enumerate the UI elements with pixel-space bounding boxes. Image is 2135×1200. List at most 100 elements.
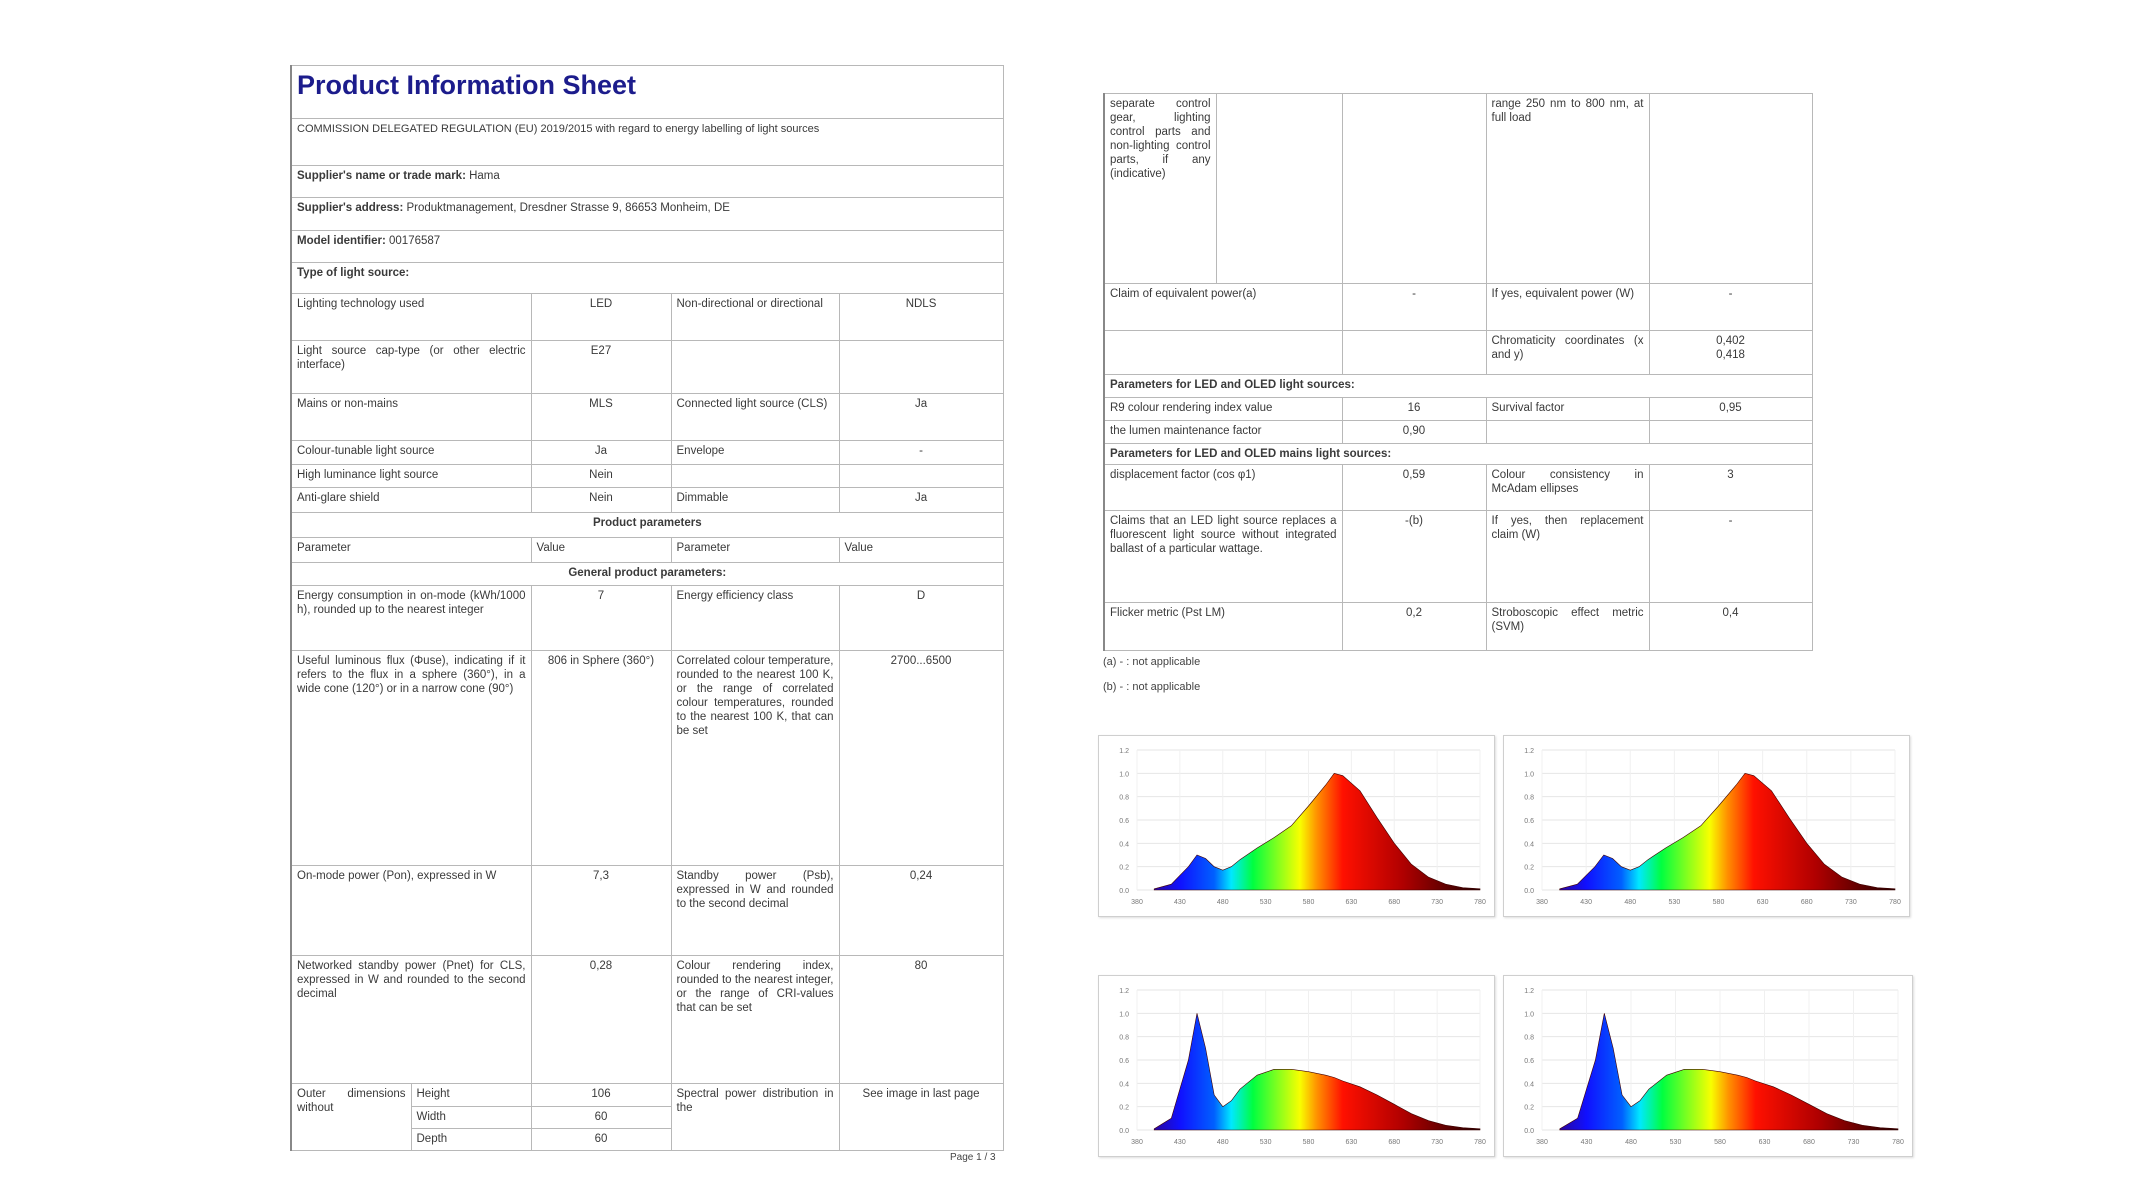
spectrum-chart-3: 0.0 0.2 0.4 0.6 0.8 1.0 1.2 380 430 480 530 580 630 6… bbox=[1098, 975, 1495, 1157]
field-value: Hama bbox=[465, 170, 500, 182]
section-header: Product parameters bbox=[290, 512, 1004, 538]
table-row: Lighting technology used LED Non-direction… bbox=[290, 293, 1004, 341]
table-cell: 0,28 bbox=[530, 955, 672, 1084]
cell-text: LED bbox=[589, 298, 613, 310]
cell-text: Height bbox=[416, 1088, 450, 1100]
table-cell bbox=[838, 340, 1004, 394]
cell-text: Standby power (Psb), expressed in W and … bbox=[676, 870, 834, 910]
x-tick-label: 380 bbox=[1536, 899, 1548, 906]
cell-text: 2700...6500 bbox=[890, 655, 952, 667]
y-tick-label: 0.0 bbox=[1524, 1128, 1534, 1135]
page-title: Product Information Sheet bbox=[290, 65, 1004, 119]
table-row: Product Information Sheet bbox=[290, 65, 1004, 119]
cell-text: range 250 nm to 800 nm, at full load bbox=[1491, 98, 1644, 124]
table-cell: Colour-tunable light source bbox=[290, 440, 532, 465]
cell-text: E27 bbox=[590, 345, 612, 357]
x-tick-label: 430 bbox=[1580, 899, 1592, 906]
y-tick-label: 0.6 bbox=[1119, 1058, 1129, 1065]
table-cell: Ja bbox=[838, 393, 1004, 441]
x-tick-label: 630 bbox=[1346, 1139, 1358, 1146]
table-cell: E27 bbox=[530, 340, 672, 394]
cell-text: Dimmable bbox=[676, 492, 729, 504]
y-tick-label: 1.2 bbox=[1119, 748, 1129, 755]
cell-text: General product parameters: bbox=[568, 567, 727, 579]
table-row: Product parameters bbox=[290, 512, 1004, 538]
table-cell: range 250 nm to 800 nm, at full load bbox=[1485, 93, 1650, 284]
x-tick-label: 780 bbox=[1889, 899, 1901, 906]
table-cell: Parameter bbox=[290, 537, 532, 563]
table-cell: Ja bbox=[838, 487, 1004, 513]
table-cell: - bbox=[1341, 283, 1487, 331]
product-information-table: Product Information Sheet COMMISSION DELE… bbox=[290, 65, 1004, 1151]
table-cell: 80 bbox=[838, 955, 1004, 1084]
x-tick-label: 480 bbox=[1217, 899, 1229, 906]
table-cell: 0,24 bbox=[838, 865, 1004, 956]
table-cell: If yes, then replacement claim (W) bbox=[1485, 510, 1650, 603]
table-cell: Colour rendering index, rounded to the n… bbox=[670, 955, 840, 1084]
cell-text: COMMISSION DELEGATED REGULATION (EU) 201… bbox=[297, 123, 820, 135]
table-row: Type of light source: bbox=[290, 262, 1004, 294]
cell-text: Flicker metric (Pst LM) bbox=[1110, 607, 1225, 619]
table-cell: Supplier's address: Produktmanagement, D… bbox=[290, 197, 1004, 231]
cell-text: 60 bbox=[594, 1133, 608, 1145]
table-cell: Nein bbox=[530, 487, 672, 513]
y-tick-label: 0.0 bbox=[1524, 888, 1534, 895]
table-cell: Lighting technology used bbox=[290, 293, 532, 341]
table-row: Networked standby power (Pnet) for CLS, … bbox=[290, 955, 1004, 1084]
table-row: COMMISSION DELEGATED REGULATION (EU) 201… bbox=[290, 118, 1004, 166]
footnote-b: (b) - : not applicable bbox=[1103, 681, 1201, 693]
table-cell: Anti-glare shield bbox=[290, 487, 532, 513]
x-tick-label: 430 bbox=[1174, 1139, 1186, 1146]
cell-text: Survival factor bbox=[1491, 402, 1565, 414]
footnote-a: (a) - : not applicable bbox=[1103, 656, 1201, 668]
x-tick-label: 680 bbox=[1388, 1139, 1400, 1146]
x-tick-label: 680 bbox=[1388, 899, 1400, 906]
cell-text: See image in last page bbox=[862, 1088, 980, 1100]
spectrum-area bbox=[1153, 1013, 1481, 1131]
spectrum-area bbox=[1559, 1013, 1899, 1131]
table-cell: Parameter bbox=[670, 537, 840, 563]
table-cell: NDLS bbox=[838, 293, 1004, 341]
page-number: Page 1 / 3 bbox=[950, 1152, 996, 1163]
x-tick-label: 380 bbox=[1131, 1139, 1143, 1146]
x-tick-label: 780 bbox=[1892, 1139, 1904, 1146]
y-tick-label: 1.2 bbox=[1524, 988, 1534, 995]
x-tick-label: 530 bbox=[1260, 899, 1272, 906]
table-cell: 106 bbox=[530, 1083, 672, 1107]
y-tick-label: 1.0 bbox=[1524, 1011, 1534, 1018]
table-cell: 0,2 bbox=[1341, 602, 1487, 651]
x-tick-label: 780 bbox=[1474, 899, 1486, 906]
cell-text: Colour-tunable light source bbox=[297, 445, 435, 457]
x-tick-label: 780 bbox=[1474, 1139, 1486, 1146]
cell-text: 806 in Sphere (360°) bbox=[547, 655, 655, 667]
table-row: High luminance light source Nein bbox=[290, 464, 1004, 488]
cell-text: If yes, equivalent power (W) bbox=[1491, 288, 1635, 300]
y-tick-label: 1.0 bbox=[1524, 771, 1534, 778]
cell-text: Value bbox=[844, 542, 874, 554]
section-header: Parameters for LED and OLED light source… bbox=[1103, 374, 1813, 398]
table-cell bbox=[1103, 330, 1343, 375]
table-cell: COMMISSION DELEGATED REGULATION (EU) 201… bbox=[290, 118, 1004, 166]
table-cell: 60 bbox=[530, 1106, 672, 1129]
cell-text: NDLS bbox=[905, 298, 937, 310]
table-cell: - bbox=[1648, 510, 1813, 603]
table-cell bbox=[1648, 93, 1813, 284]
table-cell: 60 bbox=[530, 1128, 672, 1151]
cell-text: Depth bbox=[416, 1133, 448, 1145]
table-row: Parameter Value Parameter Value bbox=[290, 537, 1004, 563]
table-cell bbox=[1341, 330, 1487, 375]
section-header: Parameters for LED and OLED mains light … bbox=[1103, 443, 1813, 465]
y-tick-label: 0.8 bbox=[1524, 1035, 1534, 1042]
table-cell: 7,3 bbox=[530, 865, 672, 956]
spectrum-area bbox=[1559, 772, 1896, 891]
spectrum-area bbox=[1153, 772, 1481, 891]
table-cell: Height bbox=[410, 1083, 532, 1107]
table-cell: 2700...6500 bbox=[838, 650, 1004, 866]
y-tick-label: 0.4 bbox=[1524, 1081, 1534, 1088]
table-cell: 0,59 bbox=[1341, 464, 1487, 511]
cell-text: - bbox=[1728, 288, 1733, 300]
table-cell: Chromaticity coordinates (x and y) bbox=[1485, 330, 1650, 375]
spectrum-chart-svg: 0.0 0.2 0.4 0.6 0.8 1.0 1.2 380 430 480 530 580 630 6… bbox=[1119, 748, 1486, 906]
table-cell: Energy efficiency class bbox=[670, 585, 840, 651]
x-tick-label: 530 bbox=[1670, 1139, 1682, 1146]
